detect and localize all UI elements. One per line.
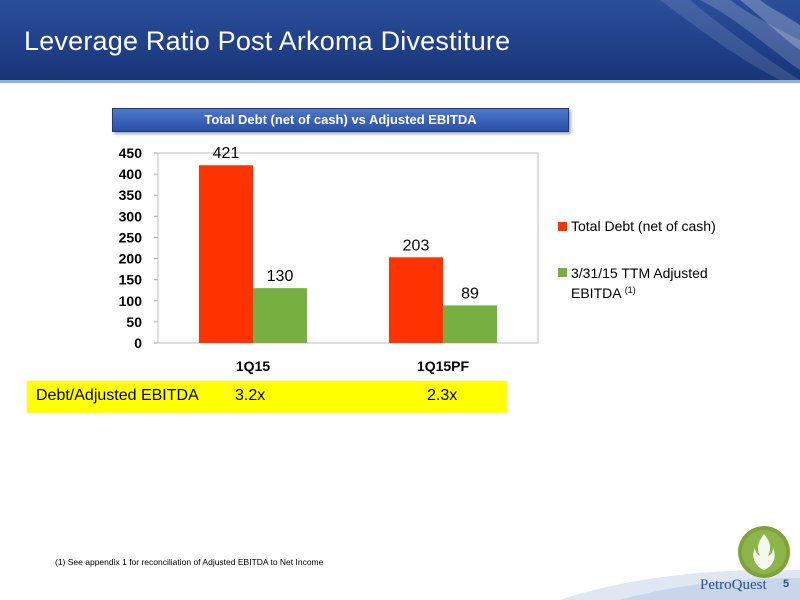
y-tick-label: 50 (126, 314, 142, 330)
legend-label-adjusted-ebitda: 3/31/15 TTM Adjusted EBITDA (1) (571, 265, 708, 301)
ratio-value-1q15: 3.2x (235, 387, 266, 404)
y-tick-label: 400 (119, 166, 143, 182)
bar-1q15pf-series-1 (443, 305, 497, 343)
footnote: (1) See appendix 1 for reconciliation of… (55, 557, 324, 567)
y-tick-label: 200 (119, 251, 143, 267)
ratio-value-1q15pf: 2.3x (427, 387, 458, 404)
data-labels-group: 421 130 203 89 (213, 145, 479, 302)
y-tick-label: 100 (119, 293, 143, 309)
ratio-highlight: Debt/Adjusted EBITDA 3.2x 2.3x (27, 381, 507, 413)
legend-label-total-debt: Total Debt (net of cash) (571, 218, 716, 234)
x-tick-label: 1Q15 (236, 358, 270, 374)
data-label: 89 (461, 285, 479, 302)
plot-area-border (157, 152, 539, 344)
ratio-label: Debt/Adjusted EBITDA (36, 387, 199, 404)
slide-header: Leverage Ratio Post Arkoma Divestiture (0, 0, 800, 80)
header-divider (0, 80, 800, 83)
chart-title: Total Debt (net of cash) vs Adjusted EBI… (112, 108, 569, 132)
flame-logo-icon (738, 526, 790, 578)
bar-1q15-series-1 (253, 288, 307, 343)
y-tick-label: 150 (119, 272, 143, 288)
y-tick-label: 300 (119, 208, 143, 224)
x-tick-label: 1Q15PF (417, 358, 470, 374)
brand-logo-text: PetroQuest (700, 577, 767, 593)
page-title: Leverage Ratio Post Arkoma Divestiture (24, 26, 511, 56)
x-tick-labels-group: 1Q15 1Q15PF (236, 358, 470, 374)
data-label: 130 (267, 268, 294, 285)
legend-swatch-total-debt (558, 222, 567, 231)
y-tick-label: 350 (119, 187, 143, 203)
y-tick-label: 0 (134, 335, 142, 351)
legend-swatch-adjusted-ebitda (558, 268, 567, 277)
bars-group (199, 165, 497, 343)
data-label: 203 (403, 237, 430, 254)
bar-1q15pf-series-0 (389, 257, 443, 343)
y-tick-label: 450 (119, 145, 143, 161)
page-number: 5 (783, 578, 790, 590)
legend: Total Debt (net of cash) 3/31/15 TTM Adju… (558, 218, 716, 301)
footer-swoosh-decoration (560, 569, 800, 600)
y-axis: 0 50 100 150 200 250 300 350 400 450 (119, 145, 158, 351)
bar-1q15-series-0 (199, 165, 253, 343)
y-tick-label: 250 (119, 229, 143, 245)
header-swirl-decoration (660, 0, 800, 80)
data-label: 421 (213, 145, 240, 162)
